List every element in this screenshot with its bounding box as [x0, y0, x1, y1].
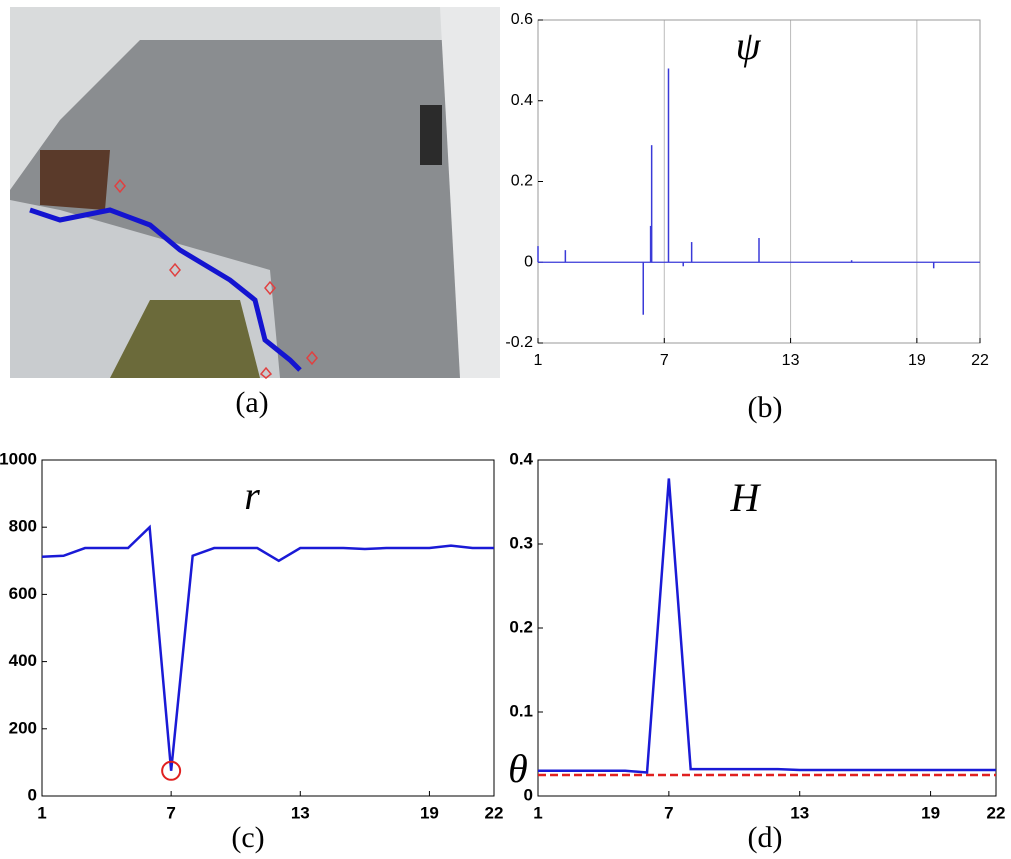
threshold-label: θ [508, 746, 528, 791]
object [420, 105, 442, 165]
x-tick-label: 1 [37, 803, 46, 822]
y-tick-label: 0 [524, 785, 533, 804]
x-tick-label: 1 [534, 352, 543, 369]
plot-frame [537, 19, 981, 344]
y-tick-label: 0.4 [511, 92, 533, 109]
caption: (d) [748, 821, 783, 854]
chart-title: H [730, 475, 762, 520]
y-tick-label: 800 [9, 517, 37, 536]
x-tick-label: 19 [921, 803, 940, 822]
chart-title: r [244, 473, 260, 518]
y-tick-label: 400 [9, 651, 37, 670]
x-tick-label: 13 [790, 803, 809, 822]
x-tick-label: 19 [908, 352, 926, 369]
markers [114, 178, 318, 379]
caption: (b) [748, 391, 783, 424]
caption: (a) [235, 386, 268, 419]
line [41, 524, 494, 771]
y-tick-label: 0.4 [509, 449, 533, 468]
x-tick-label: 22 [987, 803, 1006, 822]
x-tick-label: 19 [420, 803, 439, 822]
chart-title: ψ [736, 23, 762, 68]
y-tick-label: 0.2 [511, 173, 533, 190]
highlight [161, 760, 182, 781]
y-tick-label: 0.2 [509, 617, 533, 636]
x-tick-label: 13 [782, 352, 800, 369]
line [538, 478, 996, 774]
caption: (c) [231, 821, 264, 854]
x-tick-label: 1 [533, 803, 542, 822]
pillar [440, 7, 500, 378]
furniture [40, 150, 110, 210]
plot-frame [537, 459, 997, 797]
y-tick-label: 600 [9, 584, 37, 603]
y-tick-label: 0 [28, 785, 37, 804]
y-tick-label: 0.1 [509, 701, 533, 720]
plant [110, 300, 260, 378]
y-tick-label: 0 [524, 253, 533, 270]
plot-frame [41, 459, 495, 797]
y-tick-label: 200 [9, 718, 37, 737]
x-tick-label: 13 [291, 803, 310, 822]
x-tick-label: 22 [485, 803, 504, 822]
x-tick-label: 7 [660, 352, 669, 369]
photo [10, 7, 500, 379]
y-tick-label: 0.6 [511, 11, 533, 28]
y-tick-label: 1000 [0, 449, 37, 468]
x-tick-label: 7 [664, 803, 673, 822]
x-tick-label: 22 [971, 352, 989, 369]
y-tick-label: 0.3 [509, 533, 533, 552]
y-tick-label: -0.2 [505, 334, 533, 351]
x-tick-label: 7 [166, 803, 175, 822]
trajectory [29, 207, 302, 372]
